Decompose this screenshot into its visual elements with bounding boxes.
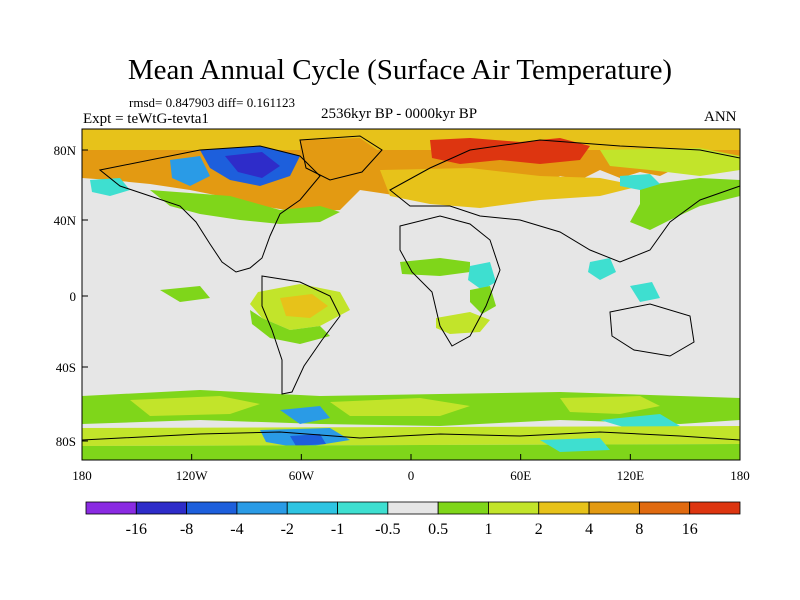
lat-label: 40S (56, 360, 76, 375)
field-s-america-inner (280, 294, 328, 318)
coast-africa (399, 215, 501, 347)
coast-greenland (299, 135, 383, 181)
season-label: ANN (704, 109, 737, 125)
period-label: 2536kyr BP - 0000kyr BP (321, 106, 478, 122)
field-canada-colder (225, 152, 280, 178)
colorbar-label: -4 (230, 521, 243, 538)
field-so-band-mid3 (560, 396, 660, 414)
rmsd-stats: rmsd= 0.847903 diff= 0.161123 (129, 95, 295, 110)
colorbar-box (387, 501, 439, 515)
longitude-axis: 180 120W 60W 0 60E 120E 180 (72, 454, 750, 483)
field-so-band-mid (130, 396, 260, 416)
field-antarctic-cool-e (540, 438, 610, 452)
colorbar-label: -16 (126, 521, 147, 538)
field-antarctic-cold-2 (290, 434, 326, 446)
field-n-atlantic-cool (90, 178, 130, 196)
colorbar-label: 16 (682, 521, 698, 538)
colorbar-label: 1 (484, 521, 492, 538)
coast-north-america (98, 145, 321, 273)
lat-label: 80N (54, 143, 77, 158)
field-so-cool-1 (280, 406, 330, 424)
field-canada-cool (170, 156, 210, 186)
anomaly-field-layer (82, 129, 740, 460)
colorbar-box (488, 501, 540, 515)
lon-label: 180 (72, 468, 92, 483)
colorbar-label: -8 (180, 521, 193, 538)
coastline-layer (81, 135, 741, 441)
field-siberia-light (600, 148, 740, 176)
field-s-america-edge (250, 310, 330, 344)
coast-europe-asia (389, 139, 741, 263)
field-africa-south (436, 312, 490, 334)
plot-title: Mean Annual Cycle (Surface Air Temperatu… (127, 54, 673, 86)
coast-south-america (261, 275, 341, 395)
latitude-axis: 80N 40N 0 40S 80S (54, 143, 88, 449)
coast-antarctica (81, 431, 741, 441)
colorbar-box (588, 501, 640, 515)
colorbar-box (85, 501, 137, 515)
field-indonesia (588, 258, 616, 280)
colorbar-box (638, 501, 691, 515)
colorbar-box (437, 501, 489, 515)
field-sahara-light (400, 258, 470, 276)
colorbar-box (135, 501, 188, 515)
lat-label: 80S (56, 434, 76, 449)
colorbar-box (689, 501, 741, 515)
field-indonesia-2 (630, 282, 660, 302)
field-east-asia-light (630, 178, 740, 230)
field-eurasia-mid (380, 168, 640, 208)
colorbar-box (236, 501, 288, 515)
colorbar-box (337, 501, 389, 515)
colorbar-label: 4 (585, 521, 593, 538)
lat-label: 0 (70, 289, 77, 304)
colorbar-box (186, 501, 238, 515)
field-n-america-light (150, 190, 340, 224)
field-africa-east (470, 286, 496, 314)
lon-label: 0 (408, 468, 415, 483)
coast-australia (609, 303, 695, 357)
lon-label: 60E (510, 468, 531, 483)
colorbar-label: 2 (535, 521, 543, 538)
colorbar-label: 0.5 (428, 521, 448, 538)
lon-label: 60W (289, 468, 315, 483)
lon-label: 120W (176, 468, 209, 483)
field-so-band-mid2 (330, 398, 470, 416)
experiment-label: Expt = teWtG-tevta1 (83, 111, 209, 127)
colorbar-label: -2 (281, 521, 294, 538)
colorbar-box (286, 501, 338, 515)
colorbar-label: 8 (635, 521, 643, 538)
field-greenland-warm (300, 138, 380, 176)
colorbar-labels: -16 -8 -4 -2 -1 -0.5 0.5 1 2 4 8 16 (126, 521, 698, 538)
field-n-pacific-cool (620, 174, 660, 190)
colorbar-box (538, 501, 590, 515)
lat-label: 40N (54, 213, 77, 228)
lon-label: 180 (730, 468, 750, 483)
field-africa-cool (468, 262, 496, 290)
field-eurasia-hot (430, 138, 590, 164)
colorbar-boxes (85, 501, 741, 515)
colorbar-label: -0.5 (375, 521, 400, 538)
colorbar-label: -1 (331, 521, 344, 538)
field-tropic-w (160, 286, 210, 302)
lon-label: 120E (617, 468, 645, 483)
